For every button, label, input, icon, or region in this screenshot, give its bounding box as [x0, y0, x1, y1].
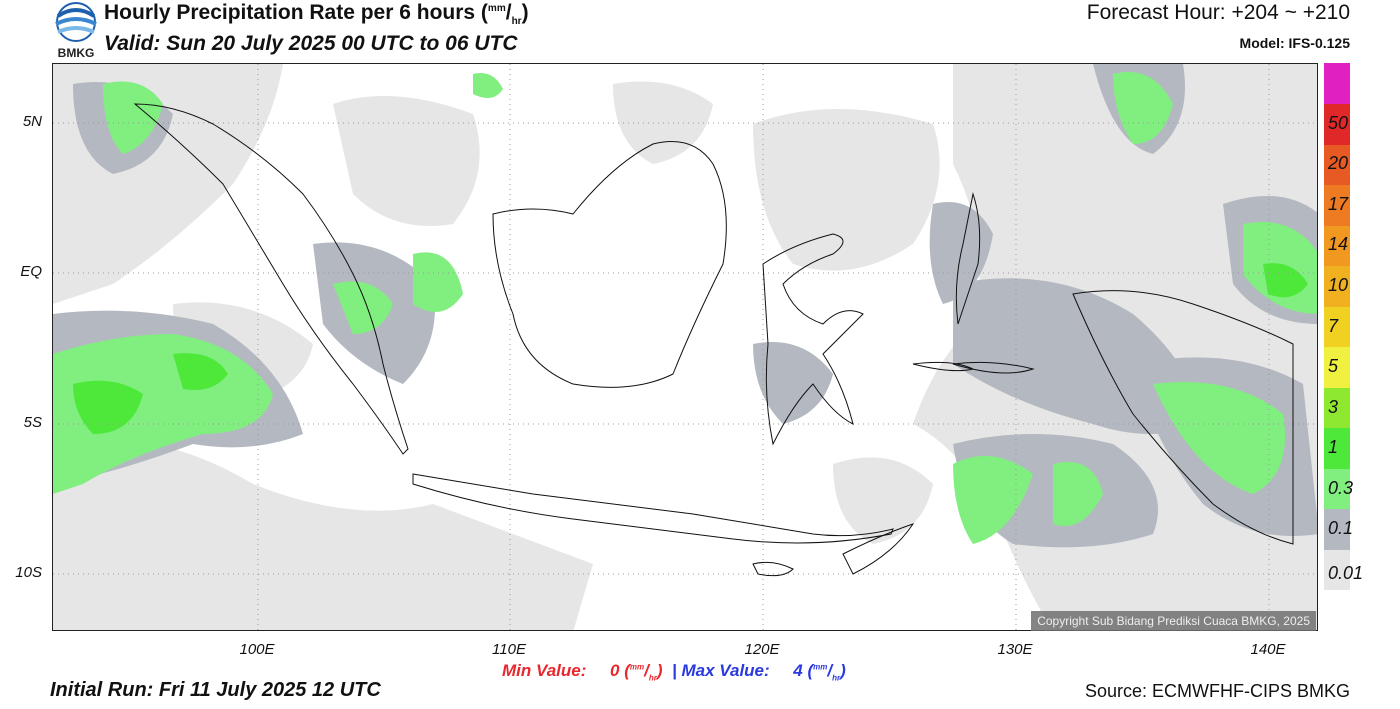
legend-swatch	[1324, 63, 1350, 105]
lat-label-eq: EQ	[20, 263, 42, 280]
sulawesi-coast	[762, 233, 864, 446]
lon-label-120e: 120E	[744, 641, 780, 658]
precipitation-map	[52, 63, 1318, 631]
max-value: 4	[793, 661, 803, 680]
lon-label-100e: 100E	[239, 641, 275, 658]
min-value-label: Min Value:	[502, 661, 587, 680]
forecast-hour: Forecast Hour: +204 ~ +210	[1086, 1, 1350, 24]
maluku-coast	[912, 192, 1035, 374]
copyright-notice: Copyright Sub Bidang Prediksi Cuaca BMKG…	[1031, 611, 1316, 631]
legend-label: 20	[1328, 153, 1349, 174]
legend-label: 17	[1328, 193, 1349, 214]
graticule	[53, 64, 1317, 630]
legend-label: 3	[1328, 396, 1339, 417]
lon-label-130e: 130E	[997, 641, 1033, 658]
lat-label-5n: 5N	[22, 113, 42, 130]
legend-swatch	[1324, 225, 1350, 267]
borneo-coast	[492, 141, 727, 388]
max-value-label: Max Value:	[681, 661, 770, 680]
legend-swatch	[1324, 306, 1350, 348]
legend-label: 14	[1328, 234, 1349, 255]
lat-label-5s: 5S	[23, 414, 42, 431]
legend-label: 1	[1328, 437, 1339, 458]
legend-label: 10	[1328, 274, 1349, 295]
map-canvas	[53, 64, 1317, 630]
precip-green	[73, 263, 1308, 434]
initial-run: Initial Run: Fri 11 July 2025 12 UTC	[50, 679, 381, 701]
model-name: Model: IFS-0.125	[1239, 35, 1350, 51]
title-text: Hourly Precipitation Rate per 6 hours	[104, 1, 476, 24]
legend-swatch	[1324, 468, 1350, 510]
title-unit-numerator: mm	[487, 3, 506, 14]
legend-label: 7	[1328, 315, 1339, 336]
data-source: Source: ECMWFHF-CIPS BMKG	[1084, 681, 1350, 701]
sumatra-coast	[133, 103, 409, 455]
valid-period: Valid: Sun 20 July 2025 00 UTC to 06 UTC	[104, 32, 518, 55]
legend-label: 0.1	[1328, 518, 1354, 539]
lon-label-140e: 140E	[1250, 641, 1286, 658]
legend-swatch	[1324, 427, 1350, 469]
legend-swatch	[1324, 387, 1350, 429]
legend-swatch	[1324, 103, 1350, 145]
legend-label: 0.3	[1328, 477, 1354, 498]
legend-swatch	[1324, 265, 1350, 307]
legend-label: 0.01	[1328, 562, 1364, 583]
lat-label-10s: 10S	[15, 564, 42, 581]
lon-label-110e: 110E	[492, 641, 526, 658]
java-nusa-coast	[412, 473, 894, 544]
bmkg-logo: BMKG	[52, 2, 100, 60]
logo-text: BMKG	[58, 46, 95, 60]
color-legend	[1324, 63, 1350, 591]
legend-label: 50	[1328, 112, 1349, 133]
min-value: 0	[610, 661, 620, 680]
timor-coast	[752, 523, 915, 577]
title-unit-denominator: hr	[511, 16, 522, 28]
min-value-unit: (mm/hr)	[624, 661, 663, 683]
coastlines	[133, 103, 1294, 577]
min-max-values: Min Value: 0 (mm/hr) | Max Value: 4 (mm/…	[502, 661, 846, 682]
legend-swatch	[1324, 549, 1350, 591]
legend-label: 5	[1328, 356, 1339, 377]
max-value-unit: (mm/hr)	[807, 661, 846, 683]
chart-title: Hourly Precipitation Rate per 6 hours (m…	[104, 1, 529, 28]
value-separator: |	[671, 661, 677, 680]
legend-swatch	[1324, 184, 1350, 226]
legend-swatch	[1324, 346, 1350, 388]
papua-coast	[1072, 290, 1294, 545]
legend-swatch	[1324, 144, 1350, 186]
legend-swatch	[1324, 508, 1350, 550]
